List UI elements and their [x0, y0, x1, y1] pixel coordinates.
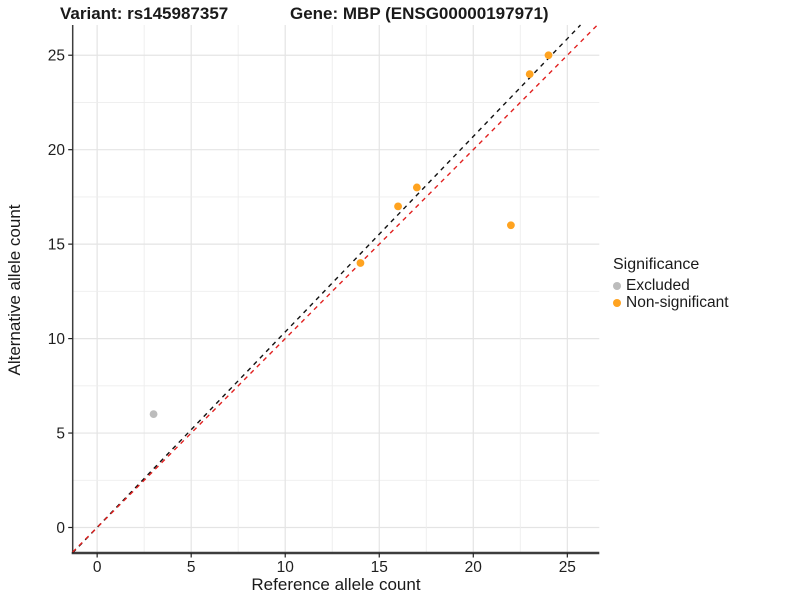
non-significant-dot-icon: [613, 298, 621, 307]
y-tick-label: 0: [56, 520, 65, 537]
data-point-non-significant: [544, 51, 553, 60]
x-tick-label: 0: [93, 559, 102, 576]
x-tick-label: 15: [371, 559, 388, 576]
y-tick-label: 25: [48, 48, 65, 65]
data-point-excluded: [149, 410, 158, 419]
legend-item: Excluded: [613, 277, 729, 294]
x-tick-label: 5: [187, 559, 196, 576]
y-axis-label: Alternative allele count: [5, 204, 24, 376]
y-tick-label: 20: [48, 142, 66, 159]
y-tick-label: 15: [48, 237, 65, 254]
legend-title: Significance: [613, 256, 700, 273]
legend-item-label: Non-significant: [626, 293, 729, 311]
excluded-dot-icon: [613, 281, 621, 290]
legend-item-label: Excluded: [626, 276, 690, 294]
x-tick-label: 25: [559, 559, 576, 576]
data-point-non-significant: [507, 221, 515, 230]
data-point-non-significant: [412, 183, 421, 192]
y-tick-label: 5: [56, 426, 65, 443]
x-tick-label: 20: [465, 559, 483, 576]
legend-item: Non-significant: [613, 294, 729, 311]
data-point-non-significant: [394, 202, 402, 211]
y-tick-label: 10: [48, 331, 66, 348]
gene-title: Gene: MBP (ENSG00000197971): [290, 4, 549, 23]
data-point-non-significant: [356, 259, 365, 267]
variant-title: Variant: rs145987357: [60, 4, 229, 23]
x-axis-label: Reference allele count: [251, 575, 421, 594]
fit-line: [72, 24, 581, 554]
identity-line: [72, 24, 598, 553]
x-tick-label: 10: [277, 559, 295, 576]
legend: Significance Excluded Non-significant: [613, 256, 729, 311]
data-point-non-significant: [525, 70, 534, 79]
